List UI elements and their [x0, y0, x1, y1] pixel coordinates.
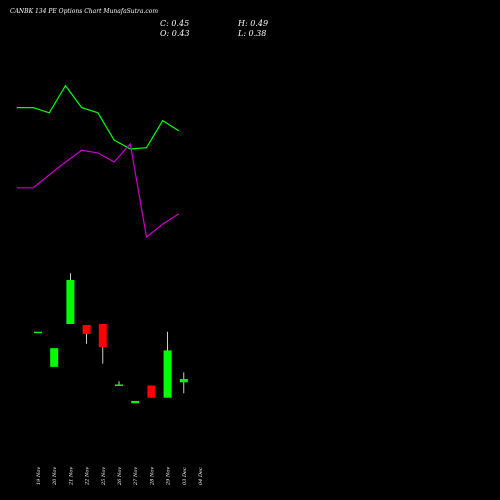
close-readout: C: 0.45: [160, 19, 189, 28]
candle-body: [34, 331, 42, 334]
candles: [34, 273, 188, 404]
x-tick-label: 19 Nov: [36, 467, 42, 485]
candle: [50, 348, 59, 367]
candle: [163, 331, 172, 398]
chart-title: CANBK 134 PE Options Chart MunafaSutra.c…: [10, 8, 158, 15]
x-tick-label: 03 Dec: [182, 467, 188, 485]
x-tick-label: 04 Dec: [198, 467, 204, 485]
candle-body: [115, 384, 123, 386]
candle-body: [98, 324, 107, 348]
high-readout: H: 0.49: [237, 19, 268, 28]
candle-body: [50, 348, 59, 367]
candle: [147, 385, 156, 398]
overlay-line-2: [16, 142, 180, 239]
candle-body: [82, 325, 91, 334]
candle: [179, 372, 188, 394]
candle: [82, 325, 91, 344]
x-axis-ticks: 19 Nov 20 Nov 21 Nov 22 Nov 25 Nov 26 Nov 27 N…: [36, 467, 204, 486]
x-tick-label: 20 Nov: [52, 467, 58, 486]
open-readout: O: 0.43: [160, 29, 190, 38]
candle: [66, 273, 75, 324]
x-tick-label: 26 Nov: [117, 467, 123, 486]
x-tick-label: 27 Nov: [133, 467, 139, 486]
candle-body: [66, 280, 75, 324]
candle-body: [131, 401, 140, 404]
candle-body: [163, 350, 172, 398]
x-tick-label: 21 Nov: [68, 467, 74, 486]
candle: [131, 401, 140, 404]
overlay-lines: [16, 84, 180, 239]
x-tick-label: 28 Nov: [149, 467, 155, 486]
x-tick-label: 25 Nov: [101, 467, 107, 486]
candle-body: [179, 379, 188, 383]
candle: [34, 331, 42, 334]
candle: [115, 381, 123, 386]
low-readout: L: 0.38: [237, 29, 266, 38]
candle-body: [147, 385, 156, 398]
x-tick-label: 29 Nov: [166, 467, 172, 486]
candle: [98, 324, 107, 364]
x-tick-label: 22 Nov: [85, 467, 91, 486]
overlay-line-1: [16, 84, 180, 150]
